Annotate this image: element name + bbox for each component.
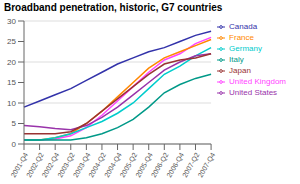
svg-text:2004-Q4: 2004-Q4 [103, 151, 123, 179]
svg-text:5: 5 [12, 119, 17, 128]
svg-text:20: 20 [8, 58, 17, 67]
svg-text:15: 15 [8, 78, 17, 87]
svg-text:30: 30 [8, 17, 17, 26]
svg-text:2001-Q4: 2001-Q4 [9, 151, 30, 179]
html-text:Broadband penetration, histori: Broadband penetration, historic, G7 coun… [4, 2, 223, 13]
svg-text:2002-Q2: 2002-Q2 [25, 151, 45, 179]
html-text:United Kingdom: United Kingdom [229, 77, 286, 86]
html-text:United States: United States [229, 88, 278, 97]
html-text:Japan: Japan [229, 66, 251, 75]
svg-text:2003-Q4: 2003-Q4 [71, 151, 92, 179]
svg-text:2003-Q2: 2003-Q2 [56, 151, 76, 179]
svg-text:2006-Q2: 2006-Q2 [149, 151, 170, 179]
svg-text:2007-Q4: 2007-Q4 [197, 151, 218, 179]
svg-text:0: 0 [12, 140, 17, 149]
svg-text:2007-Q2: 2007-Q2 [181, 151, 201, 179]
html-text:Italy: Italy [229, 55, 244, 64]
html-text:Canada: Canada [229, 22, 258, 31]
svg-text:2006-Q4: 2006-Q4 [165, 151, 186, 179]
svg-text:2005-Q2: 2005-Q2 [118, 151, 139, 179]
svg-text:10: 10 [8, 99, 17, 108]
svg-text:2004-Q2: 2004-Q2 [87, 151, 108, 179]
html-text:Germany: Germany [229, 44, 262, 53]
html-text:France: France [229, 33, 254, 42]
svg-text:2002-Q4: 2002-Q4 [40, 151, 61, 179]
svg-text:25: 25 [8, 37, 17, 46]
svg-text:2005-Q4: 2005-Q4 [134, 151, 154, 179]
